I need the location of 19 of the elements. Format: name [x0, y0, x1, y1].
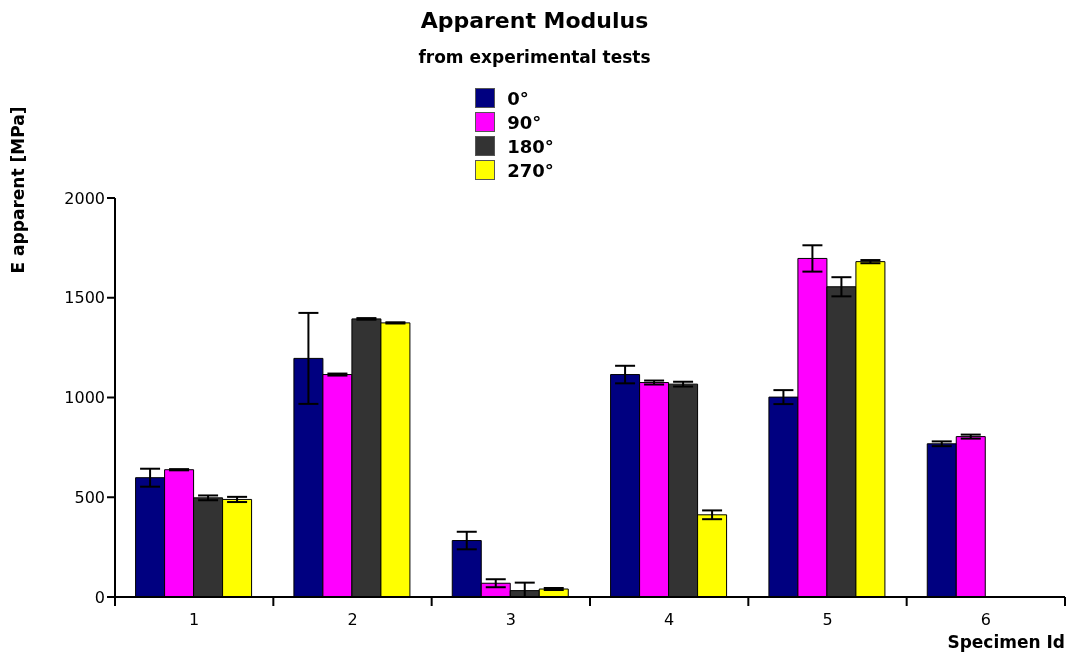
y-tick-label: 500: [74, 487, 105, 507]
chart-subtitle: from experimental tests: [417, 47, 652, 67]
x-tick-label: 4: [664, 610, 675, 629]
x-tick-label: 6: [980, 610, 991, 629]
x-tick-label: 3: [505, 610, 516, 629]
x-tick-label: 1: [189, 610, 200, 629]
legend-label: 180°: [506, 134, 555, 158]
y-tick-label: 2000: [64, 188, 105, 208]
y-axis-title: E apparent [MPa]: [8, 106, 28, 274]
y-tick-label: 1000: [64, 388, 105, 408]
x-tick-label: 2: [347, 610, 358, 629]
legend-label: 0°: [506, 86, 530, 110]
legend-label: 270°: [506, 158, 555, 182]
chart-title: Apparent Modulus: [419, 8, 650, 33]
x-axis-title: Specimen Id: [947, 632, 1065, 652]
y-tick-label: 1500: [64, 288, 105, 308]
x-tick-label: 5: [822, 610, 833, 629]
y-tick-label: 0: [94, 587, 105, 607]
legend-label: 90°: [506, 110, 543, 134]
